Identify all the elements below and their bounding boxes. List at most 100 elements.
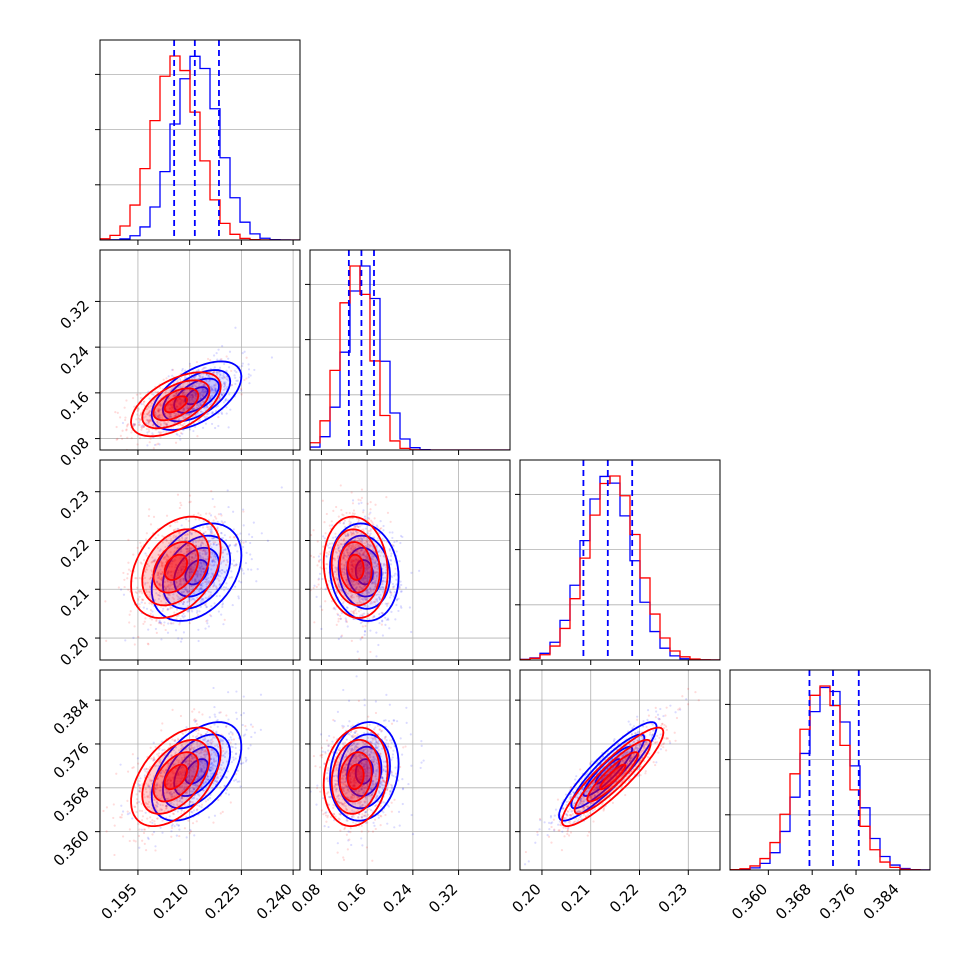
scatter-point-blue <box>199 401 203 404</box>
scatter-point-blue <box>247 363 250 366</box>
scatter-point-red <box>156 420 159 424</box>
scatter-point-red <box>115 425 118 429</box>
scatter-point-red <box>202 567 205 570</box>
scatter-point-red <box>133 643 136 646</box>
scatter-point-red <box>199 574 202 577</box>
scatter-point-red <box>361 636 364 639</box>
scatter-point-blue <box>199 393 202 396</box>
scatter-point-red <box>190 579 194 582</box>
scatter-point-red <box>148 410 152 413</box>
scatter-point-blue <box>224 399 227 402</box>
scatter-point-red <box>120 813 124 816</box>
scatter-point-blue <box>388 531 391 534</box>
scatter-point-blue <box>244 760 248 763</box>
scatter-point-blue <box>391 536 394 540</box>
scatter-point-blue <box>215 352 218 355</box>
scatter-point-red <box>220 393 224 396</box>
scatter-point-red <box>192 394 195 397</box>
scatter-point-red <box>173 566 177 569</box>
scatter-point-blue <box>339 617 342 620</box>
scatter-point-red <box>176 379 179 382</box>
scatter-point-blue <box>191 408 194 411</box>
scatter-point-blue <box>207 375 210 378</box>
scatter-point-blue <box>318 572 322 575</box>
scatter-point-red <box>124 416 127 419</box>
scatter-point-red <box>340 508 343 512</box>
scatter-point-red <box>142 831 146 835</box>
scatter-point-blue <box>175 432 178 436</box>
scatter-point-blue <box>158 619 161 622</box>
scatter-point-blue <box>192 395 195 398</box>
scatter-point-blue <box>193 407 196 410</box>
scatter-point-blue <box>210 615 213 618</box>
scatter-point-blue <box>181 432 184 435</box>
scatter-point-blue <box>201 390 204 393</box>
scatter-point-blue <box>198 392 201 395</box>
scatter-point-red <box>188 555 191 559</box>
scatter-point-red <box>151 833 154 836</box>
scatter-point-red <box>389 520 392 523</box>
scatter-point-red <box>148 508 151 511</box>
scatter-point-blue <box>186 406 190 410</box>
scatter-point-blue <box>214 389 217 392</box>
y-tick-label: 0.08 <box>56 434 92 470</box>
scatter-point-red <box>150 393 153 396</box>
scatter-point-red <box>122 571 125 575</box>
scatter-point-red <box>138 476 140 478</box>
scatter-point-red <box>147 643 150 646</box>
scatter-point-blue <box>185 407 188 410</box>
scatter-point-red <box>210 556 213 559</box>
scatter-point-red <box>199 514 202 517</box>
scatter-point-blue <box>168 415 171 419</box>
scatter-point-red <box>126 810 129 813</box>
scatter-point-red <box>191 710 194 713</box>
scatter-point-red <box>160 423 163 426</box>
scatter-point-red <box>220 357 223 361</box>
scatter-point-blue <box>210 385 213 388</box>
scatter-point-red <box>152 447 155 450</box>
scatter-point-red <box>145 427 148 431</box>
scatter-point-blue <box>229 408 232 411</box>
panel-content <box>100 250 300 478</box>
scatter-point-red <box>157 409 160 412</box>
scatter-point-blue <box>214 388 217 391</box>
scatter-point-red <box>145 413 148 416</box>
scatter-point-blue <box>228 350 232 353</box>
scatter-point-blue <box>219 374 222 377</box>
scatter-point-blue <box>214 715 217 718</box>
scatter-point-red <box>195 395 198 398</box>
scatter-point-red <box>245 377 248 380</box>
scatter-point-blue <box>165 423 168 426</box>
scatter-point-red <box>191 394 194 397</box>
scatter-point-red <box>324 600 327 603</box>
scatter-point-blue <box>154 627 158 631</box>
scatter-point-red <box>128 828 131 831</box>
scatter-point-blue <box>183 393 186 397</box>
scatter-point-blue <box>320 627 323 631</box>
scatter-point-blue <box>163 621 166 624</box>
histogram-blue <box>310 265 510 450</box>
scatter-point-red <box>182 566 185 569</box>
scatter-point-blue <box>245 728 248 731</box>
scatter-point-red <box>211 387 214 391</box>
scatter-point-blue <box>188 412 191 415</box>
scatter-point-red <box>174 441 178 444</box>
scatter-point-red <box>171 368 175 371</box>
scatter-point-blue <box>182 400 185 403</box>
y-tick-label: 0.22 <box>56 536 92 572</box>
scatter-point-red <box>170 587 174 590</box>
scatter-point-blue <box>205 373 208 377</box>
scatter-point-blue <box>142 425 145 428</box>
scatter-point-blue <box>186 407 189 410</box>
scatter-point-red <box>169 540 173 544</box>
scatter-point-blue <box>210 395 213 398</box>
scatter-point-red <box>312 556 315 559</box>
scatter-point-red <box>176 405 179 408</box>
scatter-point-red <box>202 400 205 404</box>
scatter-point-red <box>175 617 178 621</box>
scatter-point-blue <box>191 395 195 399</box>
scatter-point-red <box>191 822 195 825</box>
scatter-point-blue <box>192 384 195 387</box>
scatter-point-blue <box>174 415 177 418</box>
